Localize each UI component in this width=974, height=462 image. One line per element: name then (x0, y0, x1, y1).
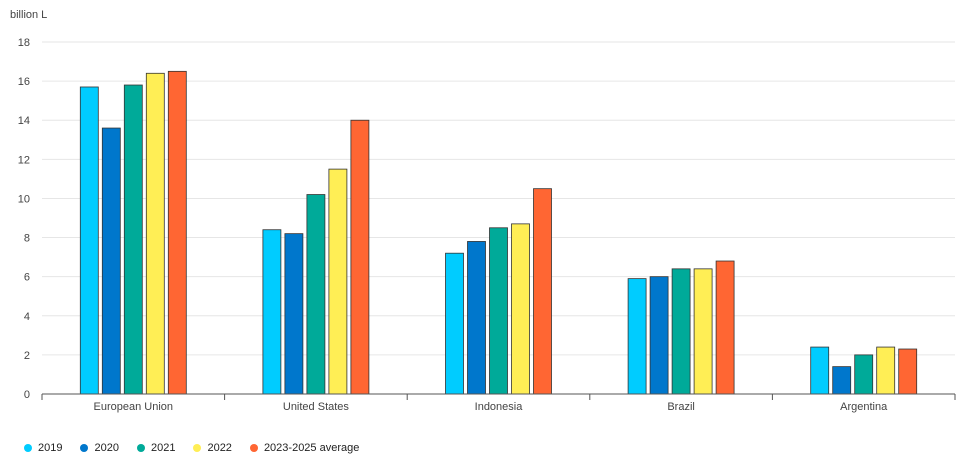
legend-label: 2023-2025 average (263, 442, 360, 454)
legend-item[interactable]: 2021 (136, 442, 176, 454)
y-tick-label: 6 (24, 272, 30, 284)
x-tick-label: United States (283, 401, 350, 413)
legend-swatch (136, 444, 145, 452)
bar (854, 354, 874, 395)
x-tick-label: Indonesia (475, 401, 524, 413)
bar (876, 346, 896, 395)
gridlines (42, 41, 955, 356)
bar (832, 366, 852, 395)
y-tick-label: 4 (24, 311, 30, 323)
bar (79, 86, 99, 395)
legend-swatch (80, 444, 89, 452)
legend-label: 2020 (94, 442, 119, 454)
bar (533, 188, 552, 395)
legend-item[interactable]: 2023-2025 average (249, 442, 360, 454)
legend-swatch (193, 444, 202, 452)
legend-swatch (24, 444, 32, 452)
y-tick-label: 0 (24, 389, 30, 401)
y-tick-label: 14 (18, 115, 30, 127)
bar (627, 278, 647, 395)
y-tick-label: 10 (18, 193, 30, 205)
x-tick-label: European Union (94, 401, 174, 413)
bar (898, 348, 918, 395)
bar (328, 168, 348, 395)
bar (467, 241, 486, 395)
bar-chart: billion L 0 2 4 6 8 10 12 14 16 18 European Union… (10, 9, 956, 413)
legend-label: 2021 (150, 442, 176, 454)
legend-label: 2019 (38, 442, 63, 454)
legend: 2019 2020 2021 2022 2023-2025 average (24, 442, 359, 454)
x-tick-label: Argentina (840, 401, 888, 413)
bar (145, 72, 165, 395)
legend-item[interactable]: 2022 (193, 442, 232, 454)
y-axis-ticks: 0 2 4 6 8 10 12 14 16 18 (18, 37, 30, 401)
bar (810, 346, 830, 395)
legend-item[interactable]: 2019 (24, 442, 62, 454)
x-axis: European Union United States Indonesia Braz… (41, 393, 956, 413)
bar (511, 223, 530, 395)
y-tick-label: 2 (24, 350, 30, 362)
bar (101, 127, 121, 395)
bar (715, 260, 735, 395)
bars (79, 70, 918, 395)
bar (350, 119, 370, 395)
legend-swatch (249, 444, 258, 452)
bar (693, 268, 713, 395)
y-tick-label: 18 (18, 37, 30, 49)
bar (262, 229, 282, 395)
bar (445, 252, 464, 395)
y-tick-label: 16 (18, 76, 30, 88)
bar (284, 233, 304, 395)
bar (489, 227, 508, 395)
y-axis-unit-label: billion L (10, 9, 47, 21)
bar (123, 84, 143, 395)
legend-label: 2022 (207, 442, 232, 454)
x-tick-label: Brazil (667, 401, 695, 413)
bar (671, 268, 691, 395)
bar (649, 276, 669, 395)
y-tick-label: 8 (24, 233, 30, 245)
bar (306, 194, 326, 395)
bar (167, 70, 187, 395)
y-tick-label: 12 (18, 154, 30, 166)
legend-item[interactable]: 2020 (80, 442, 119, 454)
